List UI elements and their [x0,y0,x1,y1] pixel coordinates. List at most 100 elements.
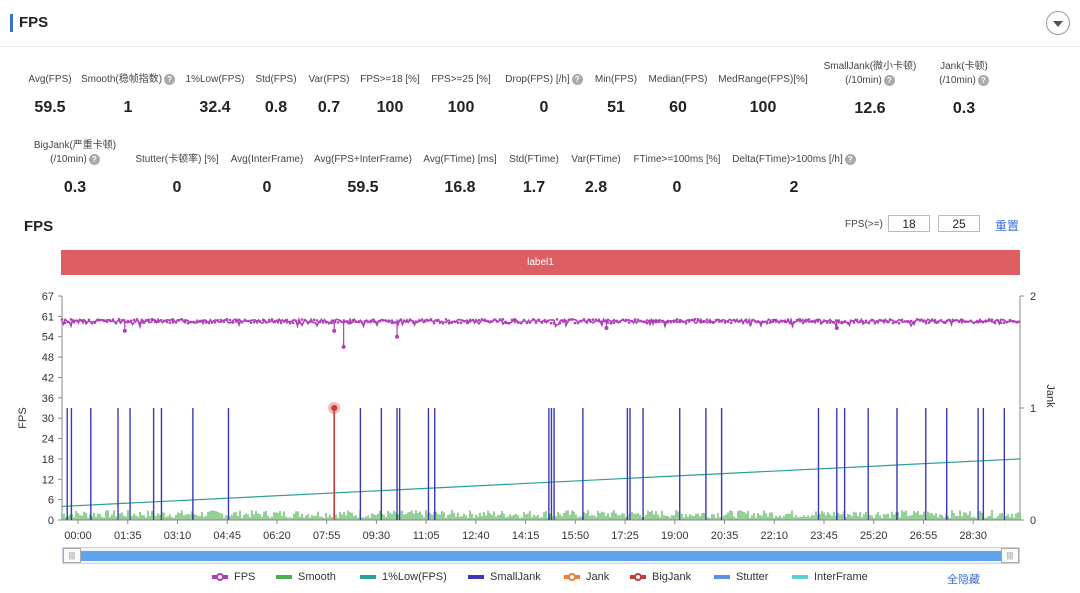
fps-point [132,318,136,322]
fps-point [405,320,409,323]
fps-point [267,318,271,322]
collapse-button[interactable] [1046,11,1070,35]
y-left-axis-title: FPS [17,407,29,428]
fps-point [396,320,400,323]
legend-item-fps[interactable]: FPS [212,571,255,583]
fps-point [159,318,163,322]
fps-point [204,321,208,324]
fps-point [474,320,478,323]
metric-avg-interframe: Avg(InterFrame) 0 [228,153,306,197]
metric-std-ftime: Std(FTime) 1.7 [506,153,562,197]
legend-label: FPS [234,571,256,583]
low1-line [61,458,1021,508]
fps-point [93,321,97,324]
metric-label-unit: (/10min) [845,75,882,86]
fps-point [498,318,502,321]
legend-item-1pct-low[interactable]: 1%Low(FPS) [360,571,447,583]
fps-point [471,318,475,322]
x-tick-label: 19:00 [661,530,689,542]
fps-point [918,318,922,322]
fps-point [507,322,511,325]
fps-point [945,319,949,323]
fps-point [906,320,910,323]
fps-point [513,318,517,321]
fps-point [891,321,895,325]
fps-point [387,319,391,322]
legend-item-big-jank[interactable]: BigJank [630,571,691,583]
legend-item-smooth[interactable]: Smooth [276,571,336,583]
metric-value: 0.7 [317,99,341,116]
fps-point [210,320,214,324]
help-icon[interactable]: ? [883,74,895,86]
metric-median-fps: Median(FPS) 60 [645,73,711,117]
fps-point [363,320,367,323]
x-tick-label: 12:40 [462,530,490,542]
fps-point [279,321,283,325]
fps-point [276,319,280,322]
help-icon[interactable]: ? [977,74,989,86]
fps-point [384,319,388,323]
fps-point [345,320,349,323]
help-icon[interactable]: ? [571,73,583,85]
label-band[interactable]: label1 [61,250,1020,275]
fps-point [954,318,958,322]
help-icon[interactable]: ? [88,153,100,165]
range-slider[interactable]: ||| ||| [62,547,1020,564]
fps-point [972,321,976,325]
help-icon[interactable]: ? [844,153,856,165]
metric-avg-ftime: Avg(FTime) [ms] 16.8 [420,153,500,197]
legend-label: InterFrame [814,571,868,583]
fps-point [135,318,139,321]
legend-item-interframe[interactable]: InterFrame [792,571,868,583]
fps-point [855,318,859,322]
fps-threshold-input-1[interactable] [888,215,930,232]
metric-label: SmallJank(微小卡顿) [823,61,917,72]
metric-label: FPS>=18 [%] [360,74,420,85]
legend-item-stutter[interactable]: Stutter [714,571,768,583]
fps-point [195,319,199,322]
fps-point [225,318,229,321]
fps-dip-point [122,328,127,333]
fps-point [261,318,265,322]
fps-point [651,319,655,322]
fps-point [684,322,688,325]
fps-point [180,318,184,321]
fps-point [723,321,727,324]
fps-point [288,322,292,325]
fps-point [987,318,991,321]
range-slider-right-handle[interactable]: ||| [1001,548,1019,563]
metric-value: 0.3 [952,100,976,117]
fps-point [885,320,889,323]
reset-button[interactable]: 重置 [995,219,1020,233]
fps-point [732,318,736,322]
metric-value: 100 [749,99,777,116]
legend-swatch [468,575,484,579]
fps-point [867,321,871,325]
fps-point [645,322,649,325]
fps-point [609,321,613,325]
range-slider-left-handle[interactable]: ||| [63,548,81,563]
fps-point [852,321,856,324]
legend-item-jank[interactable]: Jank [564,571,609,583]
hide-all-button[interactable]: 全隐藏 [947,574,980,586]
metric-fps-ge-18: FPS>=18 [%] 100 [358,73,422,117]
fps-point [588,318,592,322]
fps-point [606,321,610,324]
metric-avg-fps: Avg(FPS) 59.5 [22,73,78,117]
fps-point [603,319,607,322]
fps-point [822,319,826,322]
fps-point [666,321,670,324]
fps-point [882,319,886,322]
fps-point [354,320,358,323]
fps-point [753,319,757,323]
help-icon[interactable]: ? [164,73,176,85]
metric-label: Std(FPS) [255,74,297,85]
fps-threshold-input-2[interactable] [938,215,980,232]
y-right-tick-label: 1 [1030,403,1036,415]
legend-item-small-jank[interactable]: SmallJank [468,571,541,583]
x-tick-label: 17:25 [611,530,639,542]
fps-point [597,320,601,323]
y-left-tick-label: 18 [42,454,54,466]
fps-point [423,319,427,322]
fps-point [255,320,259,323]
